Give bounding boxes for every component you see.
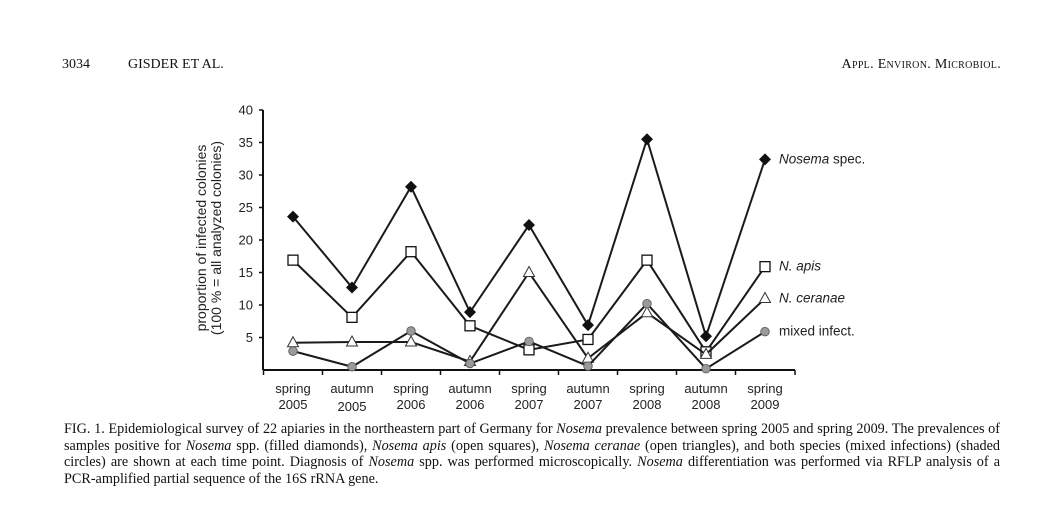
x-tick-label-year: 2008 <box>633 397 662 412</box>
data-point-diamond <box>700 330 712 343</box>
y-tick-label: 10 <box>239 298 253 313</box>
x-tick-label-year: 2006 <box>456 397 485 412</box>
x-tick-label-season: autumn <box>448 381 491 396</box>
x-tick-label-year: 2007 <box>574 397 603 412</box>
data-point-square <box>582 333 594 346</box>
data-point-triangle <box>699 347 713 359</box>
legend: Nosema spec. N. apis N. ceranae mixed infec… <box>779 151 865 338</box>
legend-label: N. ceranae <box>779 291 845 306</box>
x-tick-label-season: spring <box>629 381 664 396</box>
legend-label: Nosema spec. <box>779 151 865 166</box>
y-tick-label: 20 <box>239 233 253 248</box>
data-point-square <box>759 260 771 273</box>
y-tick-label: 40 <box>239 103 253 118</box>
x-tick-label-season: autumn <box>566 381 609 396</box>
x-tick-label-year: 2008 <box>692 397 721 412</box>
caption-segment: prevalence between spring 2005 and sprin… <box>64 421 1000 454</box>
series-line <box>292 135 766 340</box>
caption-segment: FIG. 1. Epidemiological survey of 22 api… <box>64 421 557 437</box>
caption-segment: Nosema <box>556 421 602 437</box>
y-tick-label: 25 <box>239 200 253 215</box>
x-tick-label-season: spring <box>747 381 782 396</box>
caption-segment: Nosema <box>637 454 683 471</box>
caption-segment: (open squares), <box>446 437 544 454</box>
y-tick-label: 35 <box>239 135 253 150</box>
legend-label-text: spec. <box>829 151 865 166</box>
running-head-authors: GISDER ET AL. <box>128 57 224 72</box>
data-point-square <box>523 344 535 356</box>
x-tick-label-year: 2006 <box>397 397 426 412</box>
data-point-diamond <box>582 319 594 332</box>
legend-label: mixed infect. <box>779 324 855 339</box>
page-number: 3034 <box>62 57 90 72</box>
caption-segment: Nosema ceranae <box>543 437 641 454</box>
data-point-diamond <box>405 180 417 193</box>
data-point-square <box>405 246 417 258</box>
legend-label: N. apis <box>779 259 821 274</box>
x-tick-label-year: 2005 <box>338 399 367 414</box>
data-point-circle <box>465 358 475 369</box>
figure-caption: FIG. 1. Epidemiological survey of 22 api… <box>64 421 1000 487</box>
data-point-triangle <box>404 335 418 347</box>
caption-segment: spp. was performed microscopically. <box>414 454 638 471</box>
data-point-square <box>641 254 653 266</box>
data-point-diamond <box>759 153 771 166</box>
data-point-circle <box>524 336 534 347</box>
data-point-square <box>346 311 358 324</box>
data-point-triangle <box>345 335 359 347</box>
x-tick-label-season: autumn <box>684 381 727 396</box>
legend-label-italic: N. apis <box>779 259 821 274</box>
data-point-diamond <box>523 219 535 232</box>
data-point-circle <box>288 346 298 356</box>
data-point-triangle <box>522 265 536 277</box>
x-tick-label-year: 2009 <box>751 397 780 412</box>
data-point-diamond <box>641 133 653 146</box>
caption-segment: differentiation was performed via RFLP a… <box>64 454 1000 487</box>
y-tick-label: 15 <box>239 265 253 280</box>
caption-segment: Nosema apis <box>372 437 447 454</box>
running-head-journal: Appl. Environ. Microbiol. <box>841 57 1001 72</box>
legend-label-italic: N. ceranae <box>779 291 845 306</box>
y-tick-label: 30 <box>239 168 253 183</box>
data-point-circle <box>583 361 593 371</box>
data-point-square <box>464 320 476 332</box>
data-point-diamond <box>346 281 358 294</box>
data-point-circle <box>760 326 770 337</box>
caption-segment: (open triangles), and both species (mixe… <box>64 437 1000 471</box>
caption-segment: Nosema <box>368 454 415 471</box>
data-point-circle <box>701 364 711 374</box>
y-tick-label: 5 <box>246 330 253 345</box>
x-tick-label-season: spring <box>393 381 428 396</box>
data-point-diamond <box>287 210 299 223</box>
series-group <box>286 133 772 374</box>
caption-segment: Nosema <box>185 437 232 454</box>
x-tick-label-year: 2007 <box>515 397 544 412</box>
series-nosema-spec <box>287 133 771 343</box>
series-line <box>292 302 766 370</box>
data-point-circle <box>406 326 416 336</box>
legend-label-italic: Nosema <box>779 151 830 166</box>
series-mixed-infect <box>288 299 770 374</box>
x-tick-label-season: spring <box>275 381 310 396</box>
data-point-circle <box>347 362 357 372</box>
data-point-square <box>287 254 299 266</box>
data-point-diamond <box>464 306 476 319</box>
y-axis-label-line2: (100 % = all analyzed colonies) <box>208 141 224 335</box>
x-tick-label-season: spring <box>511 381 546 396</box>
caption-segment: spp. (filled diamonds), <box>231 437 373 454</box>
x-tick-label-season: autumn <box>330 381 373 396</box>
data-point-triangle <box>758 291 772 303</box>
y-axis-label-line1: proportion of infected colonies <box>193 145 209 332</box>
x-tick-label-year: 2005 <box>279 397 308 412</box>
legend-label-text: mixed infect. <box>779 324 855 339</box>
axes: 510152025303540spring2005autumn2005sprin… <box>239 103 796 414</box>
data-point-circle <box>642 299 652 309</box>
data-point-triangle <box>640 305 654 318</box>
